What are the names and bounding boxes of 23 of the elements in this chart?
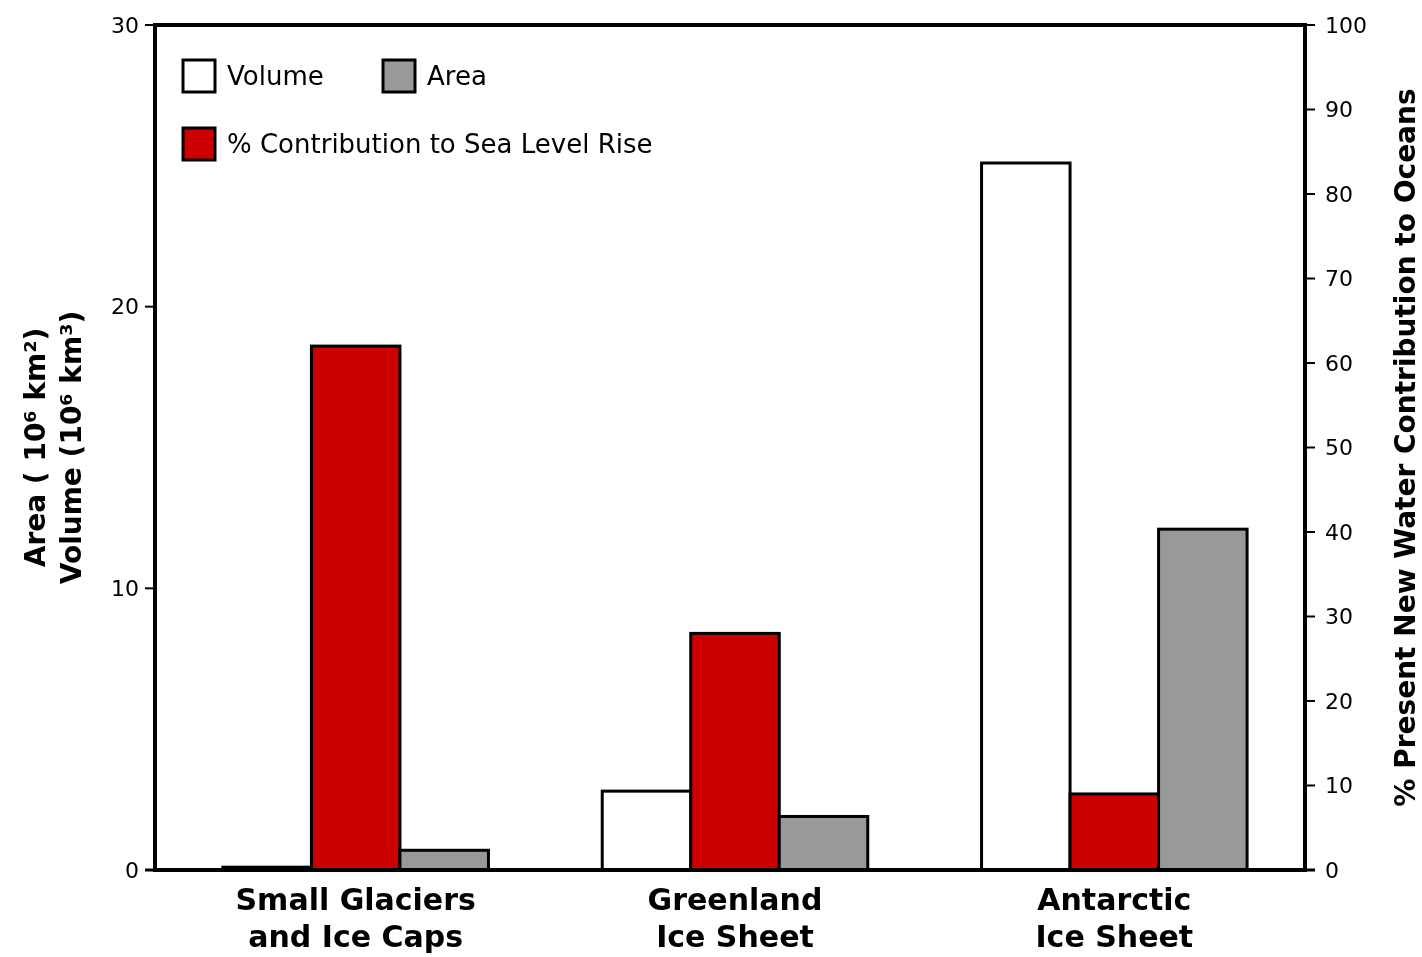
y2-tick-label: 50 xyxy=(1325,435,1353,461)
y2-tick-label: 70 xyxy=(1325,266,1353,292)
y2-tick-label: 0 xyxy=(1325,857,1339,883)
x-tick-label: Small Glaciers and Ice Caps xyxy=(235,882,476,954)
x-tick-label: Greenland Ice Sheet xyxy=(647,882,823,954)
x-tick-label: Antarctic Ice Sheet xyxy=(1035,882,1194,954)
y2-tick-label: 40 xyxy=(1325,519,1353,545)
y2-tick-label: 60 xyxy=(1325,350,1353,376)
y-axis-title: Area ( 10⁶ km²) Volume (10⁶ km³) xyxy=(19,310,88,585)
y2-tick-label: 30 xyxy=(1325,604,1353,630)
legend-label: Volume xyxy=(227,61,324,92)
y2-tick-label: 80 xyxy=(1325,181,1353,207)
y2-tick-label: 10 xyxy=(1325,773,1353,799)
y2-tick-label: 20 xyxy=(1325,688,1353,714)
y2-axis-title: % Present New Water Contribution to Oceans xyxy=(1389,88,1422,807)
y-tick-label: 30 xyxy=(111,12,139,38)
y2-tick-label: 90 xyxy=(1325,97,1353,123)
y-tick-label: 20 xyxy=(111,294,139,320)
legend-label: Area xyxy=(427,61,487,92)
legend-label: % Contribution to Sea Level Rise xyxy=(227,129,653,160)
y-tick-label: 10 xyxy=(111,576,139,602)
y-tick-label: 0 xyxy=(125,857,139,883)
y2-tick-label: 100 xyxy=(1325,12,1367,38)
